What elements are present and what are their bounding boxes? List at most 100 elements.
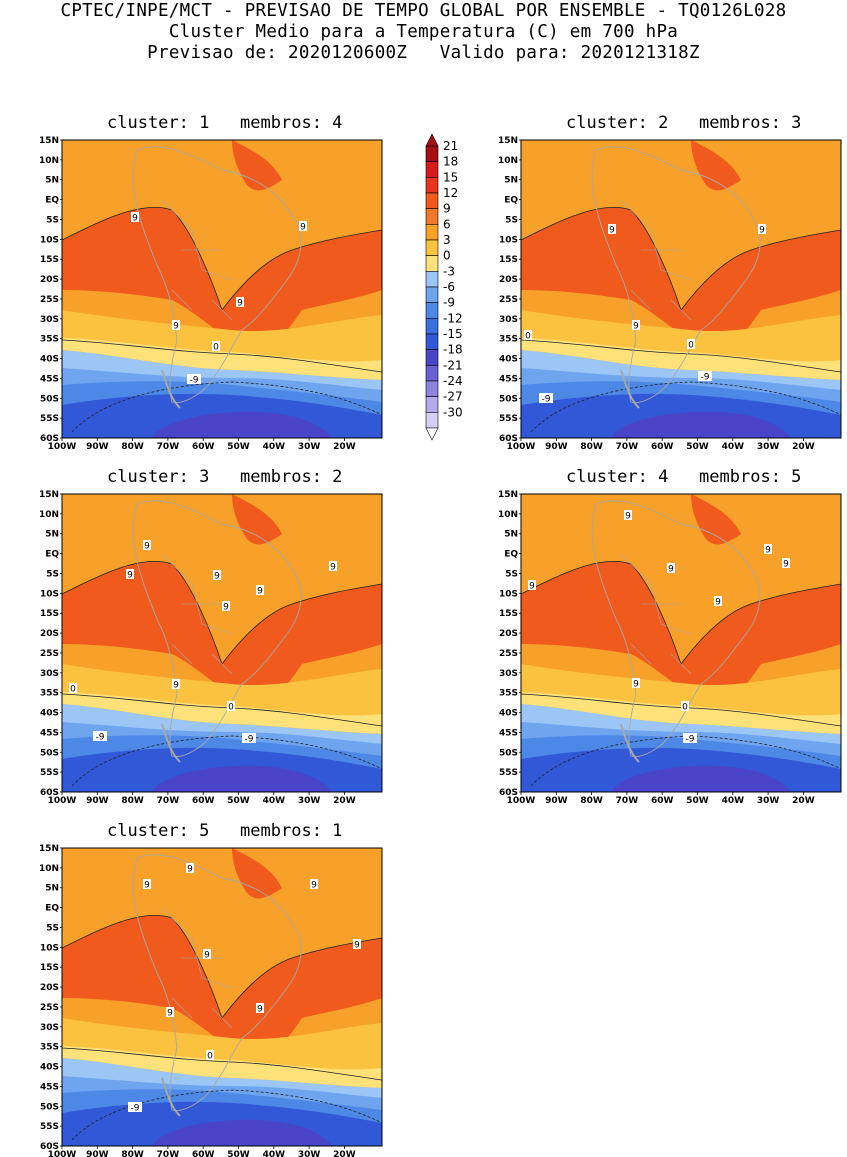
contour-label-box bbox=[310, 879, 318, 889]
colorbar-swatch bbox=[425, 302, 439, 319]
lat-tick-label: 35S bbox=[40, 689, 59, 699]
contour-label: 0 bbox=[525, 332, 531, 342]
lat-tick-label: 25S bbox=[499, 295, 518, 305]
lon-tick-label: 90W bbox=[545, 796, 568, 806]
header-title: CPTEC/INPE/MCT - PREVISAO DE TEMPO GLOBA… bbox=[60, 1, 787, 21]
lon-tick-label: 30W bbox=[757, 796, 780, 806]
lat-tick-label: 20S bbox=[499, 629, 518, 639]
lat-tick-label: 40S bbox=[40, 355, 59, 365]
colorbar-label: 18 bbox=[443, 155, 458, 169]
colorbar-label: 12 bbox=[443, 186, 458, 200]
lat-tick-label: 15N bbox=[39, 844, 59, 854]
panel-3-title: cluster: 3 membros: 2 bbox=[107, 467, 343, 487]
lat-tick-label: 15N bbox=[498, 490, 518, 500]
lon-tick-label: 20W bbox=[333, 1150, 356, 1157]
lon-tick-label: 50W bbox=[686, 796, 709, 806]
contour-label-box bbox=[764, 544, 772, 554]
contour-label-box bbox=[222, 601, 230, 611]
lat-tick-label: 30S bbox=[499, 669, 518, 679]
contour-label: 0 bbox=[228, 703, 234, 713]
colorbar-label: 6 bbox=[443, 217, 451, 231]
lon-tick-label: 50W bbox=[686, 442, 709, 452]
contour-label: 9 bbox=[204, 951, 210, 961]
contour-label: 9 bbox=[354, 941, 360, 951]
contour-label: 9 bbox=[633, 322, 639, 332]
contour-label-box bbox=[93, 731, 107, 741]
contour-label-box bbox=[143, 879, 151, 889]
axis-ticks: 15N10N5NEQ5S10S15S20S25S30S35S40S45S50S5… bbox=[39, 136, 815, 1157]
lat-tick-label: 20S bbox=[499, 275, 518, 285]
lat-tick-label: 15S bbox=[499, 255, 518, 265]
contour-label: -9 bbox=[686, 735, 695, 745]
lat-tick-label: 5S bbox=[46, 923, 59, 933]
lat-tick-label: 10N bbox=[39, 864, 59, 874]
contour-label-box bbox=[632, 678, 640, 688]
contour-label: 9 bbox=[257, 1005, 263, 1015]
lon-tick-label: 50W bbox=[227, 796, 250, 806]
contour-label-box bbox=[353, 939, 361, 949]
contour-label: 9 bbox=[132, 214, 138, 224]
contour-label-box bbox=[212, 341, 220, 351]
contour-label-box bbox=[69, 683, 77, 693]
contour-label-box bbox=[524, 330, 532, 340]
lon-tick-label: 70W bbox=[157, 796, 180, 806]
contour-label: 9 bbox=[311, 881, 317, 891]
colorbar-swatch bbox=[425, 349, 439, 366]
panel-2-title: cluster: 2 membros: 3 bbox=[566, 113, 802, 133]
lon-tick-label: 40W bbox=[722, 796, 745, 806]
lat-tick-label: 45S bbox=[40, 1082, 59, 1092]
colorbar-label: 9 bbox=[443, 202, 451, 216]
colorbar-swatch bbox=[425, 192, 439, 209]
lat-tick-label: 45S bbox=[499, 728, 518, 738]
lon-tick-label: 80W bbox=[121, 1150, 144, 1157]
contour-label: 9 bbox=[173, 681, 179, 691]
lat-tick-label: 5S bbox=[505, 215, 518, 225]
contour-label: 9 bbox=[144, 542, 150, 552]
colorbar-label: -12 bbox=[443, 311, 463, 325]
header-subtitle: Cluster Medio para a Temperatura (C) em … bbox=[168, 22, 679, 42]
lat-tick-label: 35S bbox=[40, 335, 59, 345]
lon-tick-label: 70W bbox=[157, 442, 180, 452]
lat-tick-label: 50S bbox=[499, 394, 518, 404]
lat-tick-label: 45S bbox=[40, 728, 59, 738]
lon-tick-label: 80W bbox=[121, 442, 144, 452]
lat-tick-label: 30S bbox=[40, 315, 59, 325]
lon-tick-label: 70W bbox=[616, 796, 639, 806]
contour-label: 0 bbox=[682, 703, 688, 713]
contour-label: 9 bbox=[187, 865, 193, 875]
lon-tick-label: 70W bbox=[157, 1150, 180, 1157]
lat-tick-label: 10S bbox=[499, 235, 518, 245]
contour-label: 0 bbox=[213, 343, 219, 353]
lat-tick-label: 55S bbox=[499, 768, 518, 778]
lat-tick-label: 55S bbox=[40, 414, 59, 424]
contour-label-box bbox=[126, 569, 134, 579]
colorbar-label: -21 bbox=[443, 358, 463, 372]
contour-label-box bbox=[329, 561, 337, 571]
contour-label-box bbox=[687, 339, 695, 349]
lon-tick-label: 100W bbox=[507, 442, 536, 452]
colorbar-label: -9 bbox=[443, 296, 455, 310]
lat-tick-label: 10N bbox=[39, 510, 59, 520]
contour-label: 9 bbox=[759, 226, 765, 236]
lon-tick-label: 30W bbox=[298, 442, 321, 452]
contour-label: 0 bbox=[688, 341, 694, 351]
lat-tick-label: 10S bbox=[499, 589, 518, 599]
contour-label: 9 bbox=[214, 572, 220, 582]
lat-tick-label: 15S bbox=[40, 609, 59, 619]
lon-tick-label: 90W bbox=[86, 1150, 109, 1157]
colorbar-label: 3 bbox=[443, 233, 451, 247]
lon-tick-label: 40W bbox=[263, 1150, 286, 1157]
contour-label: 9 bbox=[127, 571, 133, 581]
contour-label: 9 bbox=[668, 565, 674, 575]
lon-tick-label: 50W bbox=[227, 442, 250, 452]
colorbar-swatch bbox=[425, 396, 439, 413]
colorbar-swatch bbox=[425, 224, 439, 241]
lon-tick-label: 80W bbox=[580, 796, 603, 806]
lat-tick-label: 15S bbox=[499, 609, 518, 619]
contour-label-box bbox=[131, 212, 139, 222]
contour-label-box bbox=[608, 224, 616, 234]
contour-label-box bbox=[203, 949, 211, 959]
lat-tick-label: 5N bbox=[504, 530, 518, 540]
colorbar-swatch bbox=[425, 161, 439, 178]
colorbar-bottom-arrow bbox=[425, 427, 439, 441]
